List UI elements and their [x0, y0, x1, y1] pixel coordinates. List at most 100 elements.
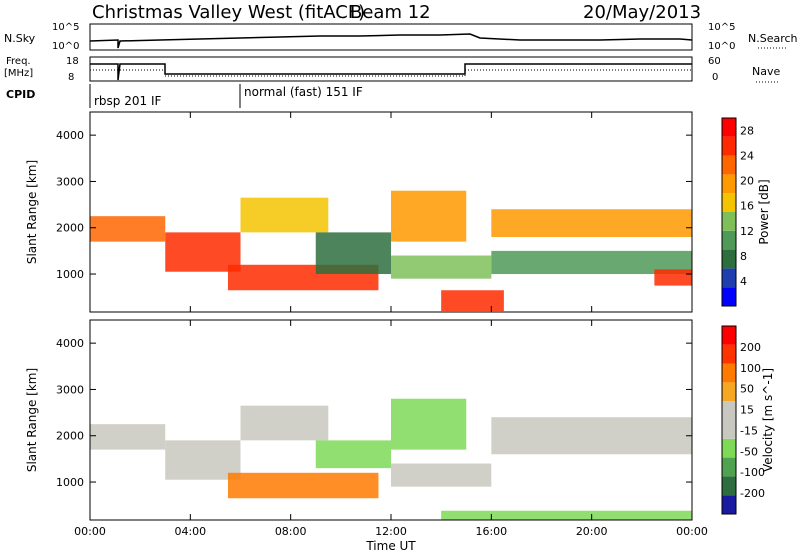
power-ytick-label-1: 2000: [56, 222, 84, 235]
power-colorbar-tick-4: 20: [740, 175, 754, 188]
freq-tick-bottom: 8: [68, 72, 74, 83]
velocity-band-2: [240, 405, 329, 441]
velocity-colorbar-frame: [721, 325, 737, 515]
power-colorbar-segment-8: [722, 136, 736, 156]
velocity-colorbar-segment-2: [722, 457, 736, 477]
velocity-ytick-label-1: 2000: [56, 430, 84, 443]
cpid-label: CPID: [6, 88, 35, 101]
x-tick-label-3: 12:00: [375, 525, 407, 538]
velocity-colorbar-label: Velocity [m s^-1]: [761, 368, 775, 472]
velocity-colorbar-segment-6: [722, 382, 736, 402]
freq-label-1: Freq.: [6, 56, 31, 67]
power-colorbar-segment-2: [722, 249, 736, 269]
x-tick-label-2: 08:00: [275, 525, 307, 538]
x-tick-label-6: 00:00: [676, 525, 708, 538]
velocity-ytick-label-0: 1000: [56, 476, 84, 489]
velocity-bands: [90, 398, 692, 520]
power-colorbar-segment-3: [722, 230, 736, 250]
power-colorbar: 4 8 12 16 20 24 28: [721, 117, 754, 307]
date-title: 20/May/2013: [583, 2, 701, 23]
power-band-9: [491, 250, 692, 275]
power-band-4: [315, 232, 391, 275]
nsky-trace: [89, 33, 693, 49]
velocity-colorbar-segment-8: [722, 344, 736, 364]
power-ylabel: Slant Range [km]: [25, 160, 39, 264]
velocity-band-4: [315, 440, 391, 469]
beam-title: Beam 12: [350, 2, 431, 23]
power-colorbar-segment-6: [722, 174, 736, 194]
station-title: Christmas Valley West (fitACF): [92, 2, 365, 23]
nsky-tick-bottom: 10^0: [52, 41, 79, 52]
velocity-band-3: [227, 472, 379, 499]
velocity-band-6: [391, 463, 492, 487]
velocity-colorbar: 200 100 50 15 -15 -50 -100 -200: [721, 325, 765, 515]
nave-tick-bottom: 0: [712, 72, 718, 83]
velocity-band-7: [441, 510, 692, 520]
power-colorbar-tick-1: 8: [740, 250, 747, 263]
velocity-ylabel: Slant Range [km]: [25, 368, 39, 472]
velocity-band-5: [391, 398, 467, 450]
nsky-label: N.Sky: [4, 32, 36, 45]
power-colorbar-tick-3: 16: [740, 200, 754, 213]
velocity-colorbar-segment-7: [722, 363, 736, 383]
nave-trace: [90, 69, 692, 77]
power-colorbar-segment-9: [722, 118, 736, 137]
power-band-10: [654, 269, 692, 286]
power-band-8: [491, 209, 692, 237]
power-band-2: [240, 197, 329, 233]
power-ytick-label-3: 4000: [56, 129, 84, 142]
power-ytick-label-0: 1000: [56, 268, 84, 281]
velocity-colorbar-tick-0: 200: [740, 341, 761, 354]
power-colorbar-tick-0: 4: [740, 275, 747, 288]
freq-label-2: [MHz]: [4, 68, 33, 79]
power-colorbar-segment-7: [722, 155, 736, 175]
power-colorbar-tick-5: 24: [740, 150, 754, 163]
velocity-ytick-label-2: 3000: [56, 383, 84, 396]
freq-tick-top: 18: [66, 56, 79, 67]
x-tick-label-5: 20:00: [576, 525, 608, 538]
nave-label: Nave: [752, 65, 780, 78]
velocity-colorbar-segment-9: [722, 326, 736, 345]
nave-tick-top: 60: [708, 56, 721, 67]
x-tick-label-1: 04:00: [174, 525, 206, 538]
power-colorbar-segment-5: [722, 193, 736, 212]
power-yticks: 1000 2000 3000 4000: [56, 129, 692, 281]
velocity-colorbar-tick-5: -50: [740, 445, 758, 458]
cpid-mode-1: rbsp 201 IF: [94, 94, 161, 108]
velocity-band-8: [491, 417, 692, 455]
velocity-colorbar-segment-0: [722, 495, 736, 514]
cpid-mode-2: normal (fast) 151 IF: [244, 85, 363, 99]
nsearch-tick-bottom: 10^0: [708, 41, 735, 52]
power-ytick-label-2: 3000: [56, 175, 84, 188]
nsearch-label: N.Search: [748, 32, 798, 45]
velocity-colorbar-tick-7: -200: [740, 487, 765, 500]
velocity-colorbar-segment-4: [722, 420, 736, 439]
power-colorbar-segment-1: [722, 268, 736, 288]
velocity-colorbar-segment-1: [722, 476, 736, 496]
power-colorbar-tick-6: 28: [740, 125, 754, 138]
x-axis-label: Time UT: [365, 539, 416, 553]
velocity-colorbar-tick-6: -100: [740, 466, 765, 479]
velocity-ytick-label-3: 4000: [56, 337, 84, 350]
power-band-7: [441, 290, 504, 312]
velocity-colorbar-tick-2: 50: [740, 383, 754, 396]
nsky-panel-frame: [89, 23, 693, 51]
freq-trace: [90, 63, 692, 81]
x-tick-label-0: 00:00: [74, 525, 106, 538]
velocity-colorbar-segment-3: [722, 438, 736, 458]
power-band-5: [391, 190, 467, 242]
power-colorbar-segment-0: [722, 287, 736, 306]
power-bands: [90, 190, 692, 312]
nsky-tick-top: 10^5: [52, 22, 79, 33]
velocity-band-0: [90, 424, 166, 450]
velocity-colorbar-segment-5: [722, 401, 736, 420]
nsearch-tick-top: 10^5: [708, 22, 735, 33]
power-colorbar-tick-2: 12: [740, 225, 754, 238]
velocity-colorbar-tick-1: 100: [740, 362, 761, 375]
power-colorbar-frame: [721, 117, 737, 307]
power-colorbar-label: Power [dB]: [757, 179, 771, 244]
power-band-0: [90, 216, 166, 242]
x-tick-label-4: 16:00: [475, 525, 507, 538]
velocity-colorbar-tick-3: 15: [740, 404, 754, 417]
